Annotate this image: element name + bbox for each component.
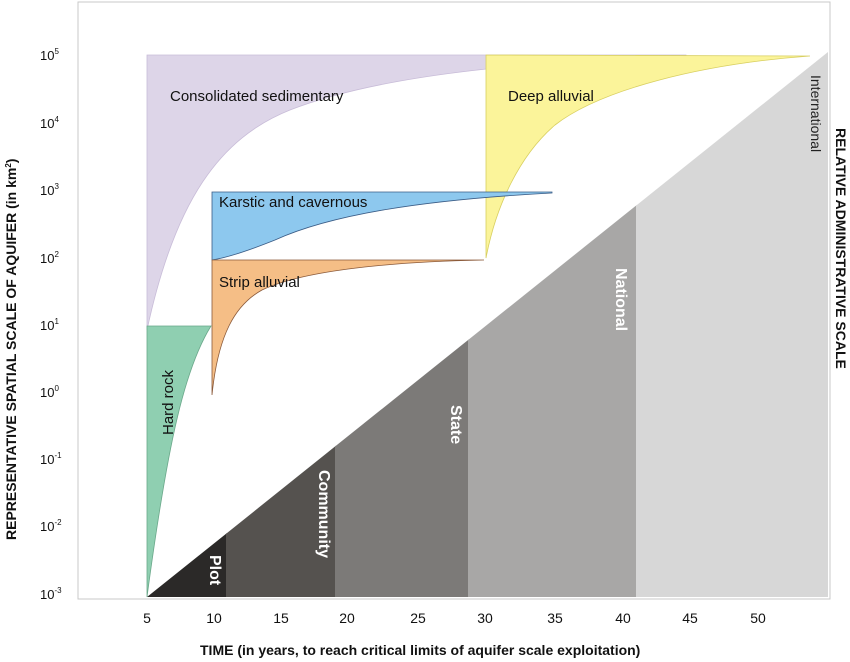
y-tick-label: 105	[40, 47, 59, 63]
y-tick-label: 100	[40, 384, 59, 400]
x-tick-label: 50	[750, 610, 766, 626]
label-state: State	[447, 405, 464, 444]
y-tick-label: 101	[40, 317, 59, 333]
label-plot: Plot	[206, 555, 223, 586]
label-deep-alluvial: Deep alluvial	[508, 88, 594, 105]
label-community: Community	[315, 470, 332, 558]
label-international: International	[808, 75, 824, 152]
x-tick-label: 35	[547, 610, 563, 626]
x-axis-title: TIME (in years, to reach critical limits…	[200, 642, 640, 658]
region-strip-alluvial	[211, 259, 485, 396]
label-consolidated-sedimentary: Consolidated sedimentary	[170, 88, 344, 105]
right-axis-title: RELATIVE ADMINISTRATIVE SCALE	[833, 128, 849, 369]
region-karstic-cavernous	[211, 191, 553, 261]
region-deep-alluvial	[485, 54, 811, 259]
y-tick-label: 104	[40, 115, 59, 131]
y-axis-title: REPRESENTATIVE SPATIAL SCALE OF AQUIFER …	[3, 159, 19, 540]
y-tick-label: 10-1	[40, 451, 62, 467]
label-hard-rock: Hard rock	[160, 369, 177, 435]
y-tick-labels: 105 104 103 102 101 100 10-1 10-2 10-3	[40, 47, 62, 602]
label-karstic-cavernous: Karstic and cavernous	[219, 194, 367, 211]
region-hard-rock	[146, 325, 212, 598]
x-tick-label: 25	[410, 610, 426, 626]
label-strip-alluvial: Strip alluvial	[219, 274, 300, 291]
x-tick-label: 10	[206, 610, 222, 626]
x-tick-labels: 5 10 15 20 25 30 35 40 45 50	[143, 610, 766, 626]
x-tick-label: 30	[477, 610, 493, 626]
x-tick-label: 20	[339, 610, 355, 626]
label-national: National	[612, 268, 629, 331]
y-tick-label: 10-3	[40, 586, 62, 602]
y-tick-label: 102	[40, 250, 59, 266]
y-tick-label: 10-2	[40, 518, 62, 534]
x-tick-label: 15	[273, 610, 289, 626]
x-tick-label: 5	[143, 610, 151, 626]
y-tick-label: 103	[40, 182, 59, 198]
x-tick-label: 40	[615, 610, 631, 626]
x-tick-label: 45	[682, 610, 698, 626]
